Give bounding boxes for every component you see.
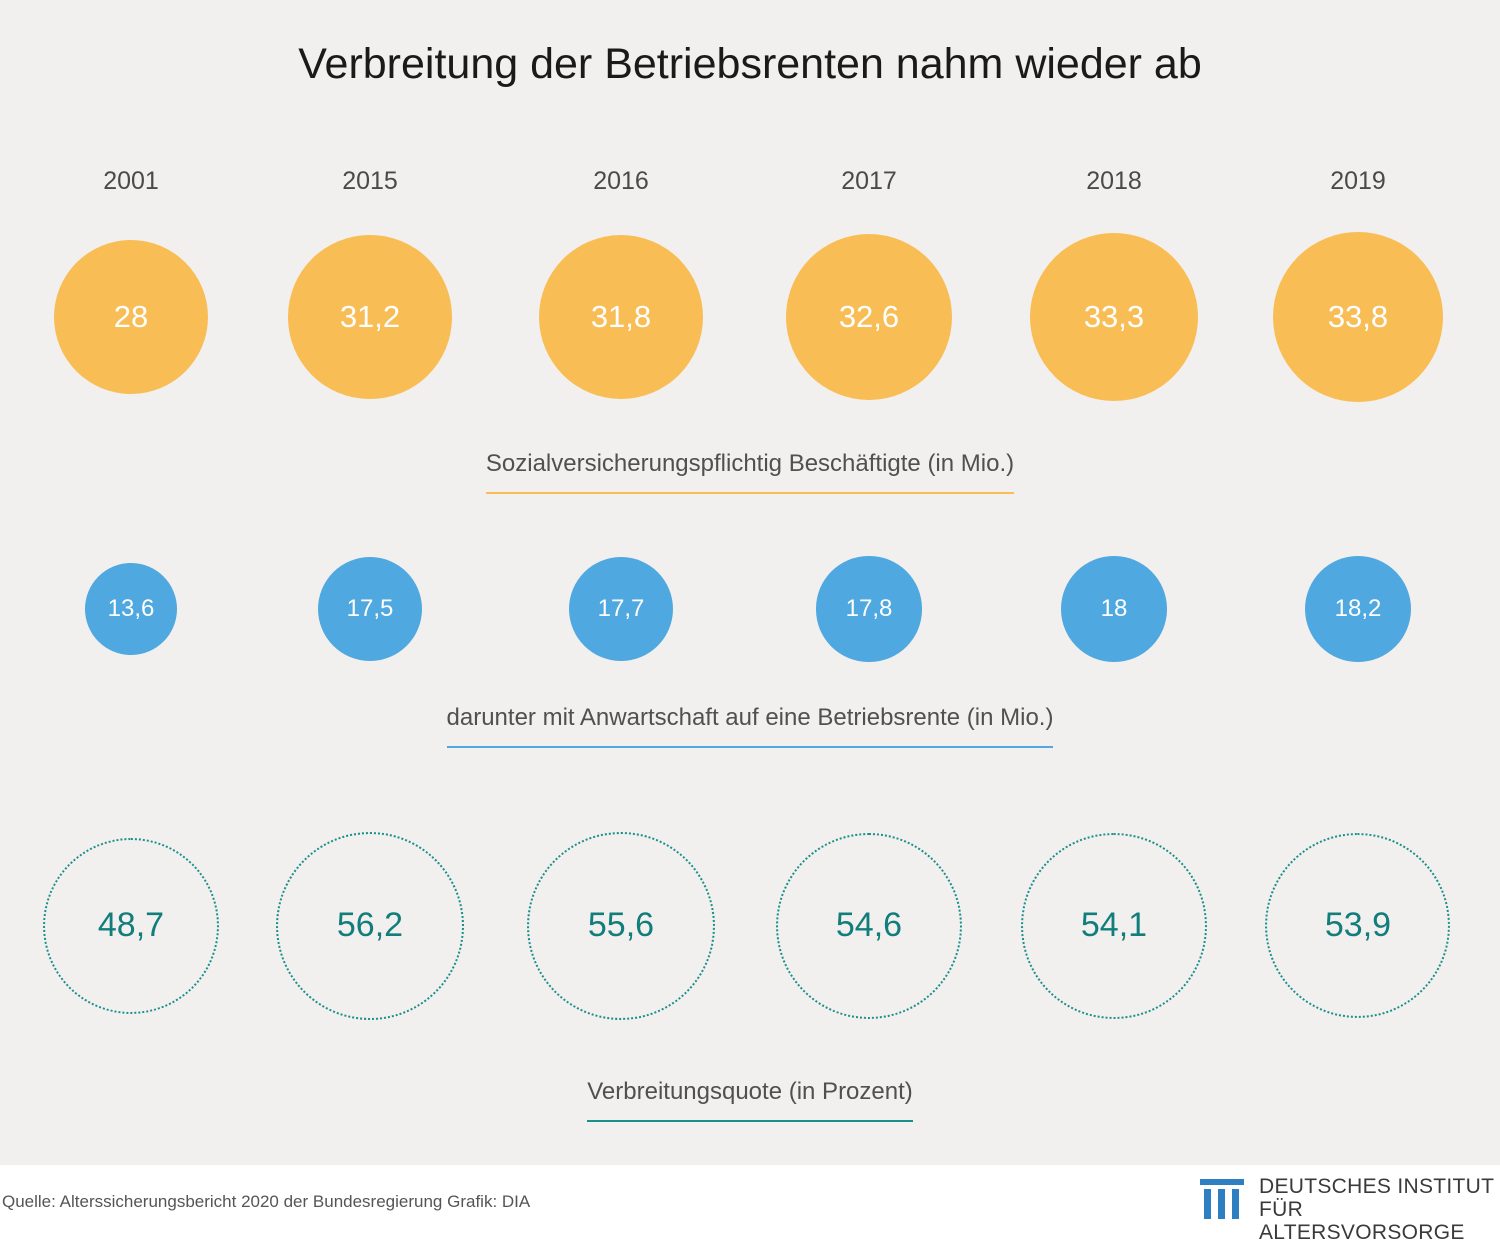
entitlement-bubble-2019: 18,2 <box>1304 555 1412 663</box>
total-bubble-2016: 31,8 <box>538 234 704 400</box>
rate-bubble-value-2017: 54,6 <box>835 906 903 945</box>
series-label-total: Sozialversicherungspflichtig Beschäftigt… <box>0 450 1500 494</box>
rate-bubble-2017: 54,6 <box>775 832 963 1020</box>
total-bubble-value-2018: 33,3 <box>1083 298 1145 334</box>
entitlement-bubble-value-2019: 18,2 <box>1334 594 1382 622</box>
rate-bubble-2019: 53,9 <box>1265 833 1451 1019</box>
entitlement-bubble-value-2016: 17,7 <box>597 594 645 622</box>
chart-canvas: Verbreitung der Betriebsrenten nahm wied… <box>0 0 1500 1165</box>
total-bubble-2018: 33,3 <box>1029 232 1199 402</box>
year-label-2015: 2015 <box>342 167 398 195</box>
rate-bubble-value-2001: 48,7 <box>97 906 165 945</box>
entitlement-bubble-value-2018: 18 <box>1100 594 1128 622</box>
total-bubble-2017: 32,6 <box>785 233 953 401</box>
chart-title: Verbreitung der Betriebsrenten nahm wied… <box>298 40 1202 88</box>
logo-line-2: FÜR ALTERSVORSORGE <box>1259 1198 1465 1244</box>
total-bubble-value-2015: 31,2 <box>339 298 401 334</box>
total-bubble-value-2019: 33,8 <box>1327 298 1389 334</box>
year-label-2016: 2016 <box>593 167 649 195</box>
rate-bubble-value-2015: 56,2 <box>336 906 404 945</box>
year-label-2019: 2019 <box>1330 167 1386 195</box>
source-note: Quelle: Alterssicherungsbericht 2020 der… <box>2 1192 531 1211</box>
series-label-entitlement: darunter mit Anwartschaft auf eine Betri… <box>0 704 1500 748</box>
rate-bubble-2001: 48,7 <box>43 838 219 1014</box>
total-bubble-value-2017: 32,6 <box>838 298 900 334</box>
logo-line-1: DEUTSCHES INSTITUT <box>1259 1175 1495 1198</box>
entitlement-bubble-value-2015: 17,5 <box>346 594 394 622</box>
footer: Quelle: Alterssicherungsbericht 2020 der… <box>0 1165 1500 1244</box>
entitlement-bubble-2016: 17,7 <box>568 556 674 662</box>
rate-bubble-value-2019: 53,9 <box>1324 906 1392 945</box>
entitlement-bubble-2018: 18 <box>1061 556 1167 662</box>
year-label-2001: 2001 <box>103 167 159 195</box>
rate-bubble-2018: 54,1 <box>1021 833 1207 1019</box>
rate-bubble-2016: 55,6 <box>527 832 715 1020</box>
entitlement-bubble-value-2017: 17,8 <box>845 594 893 622</box>
year-label-2017: 2017 <box>841 167 897 195</box>
entitlement-bubble-2017: 17,8 <box>816 556 922 662</box>
total-bubble-2001: 28 <box>53 239 209 395</box>
series-label-total-text: Sozialversicherungspflichtig Beschäftigt… <box>485 450 1015 494</box>
dia-logo-icon <box>1200 1179 1244 1219</box>
total-bubble-value-2016: 31,8 <box>590 298 652 334</box>
series-label-rate-text: Verbreitungsquote (in Prozent) <box>587 1078 913 1122</box>
total-bubble-2015: 31,2 <box>288 235 452 399</box>
series-label-entitlement-text: darunter mit Anwartschaft auf eine Betri… <box>446 704 1054 748</box>
entitlement-bubble-2001: 13,6 <box>85 563 177 655</box>
rate-bubble-2015: 56,2 <box>275 831 465 1021</box>
dia-logo-text: DEUTSCHES INSTITUT FÜR ALTERSVORSORGE <box>1259 1175 1500 1244</box>
rate-bubble-value-2016: 55,6 <box>587 906 655 945</box>
total-bubble-2019: 33,8 <box>1273 232 1443 402</box>
year-label-2018: 2018 <box>1086 167 1142 195</box>
rate-bubble-value-2018: 54,1 <box>1080 906 1148 945</box>
entitlement-bubble-2015: 17,5 <box>317 556 423 662</box>
series-label-rate: Verbreitungsquote (in Prozent) <box>0 1078 1500 1122</box>
total-bubble-value-2001: 28 <box>113 298 149 334</box>
entitlement-bubble-value-2001: 13,6 <box>107 594 155 622</box>
